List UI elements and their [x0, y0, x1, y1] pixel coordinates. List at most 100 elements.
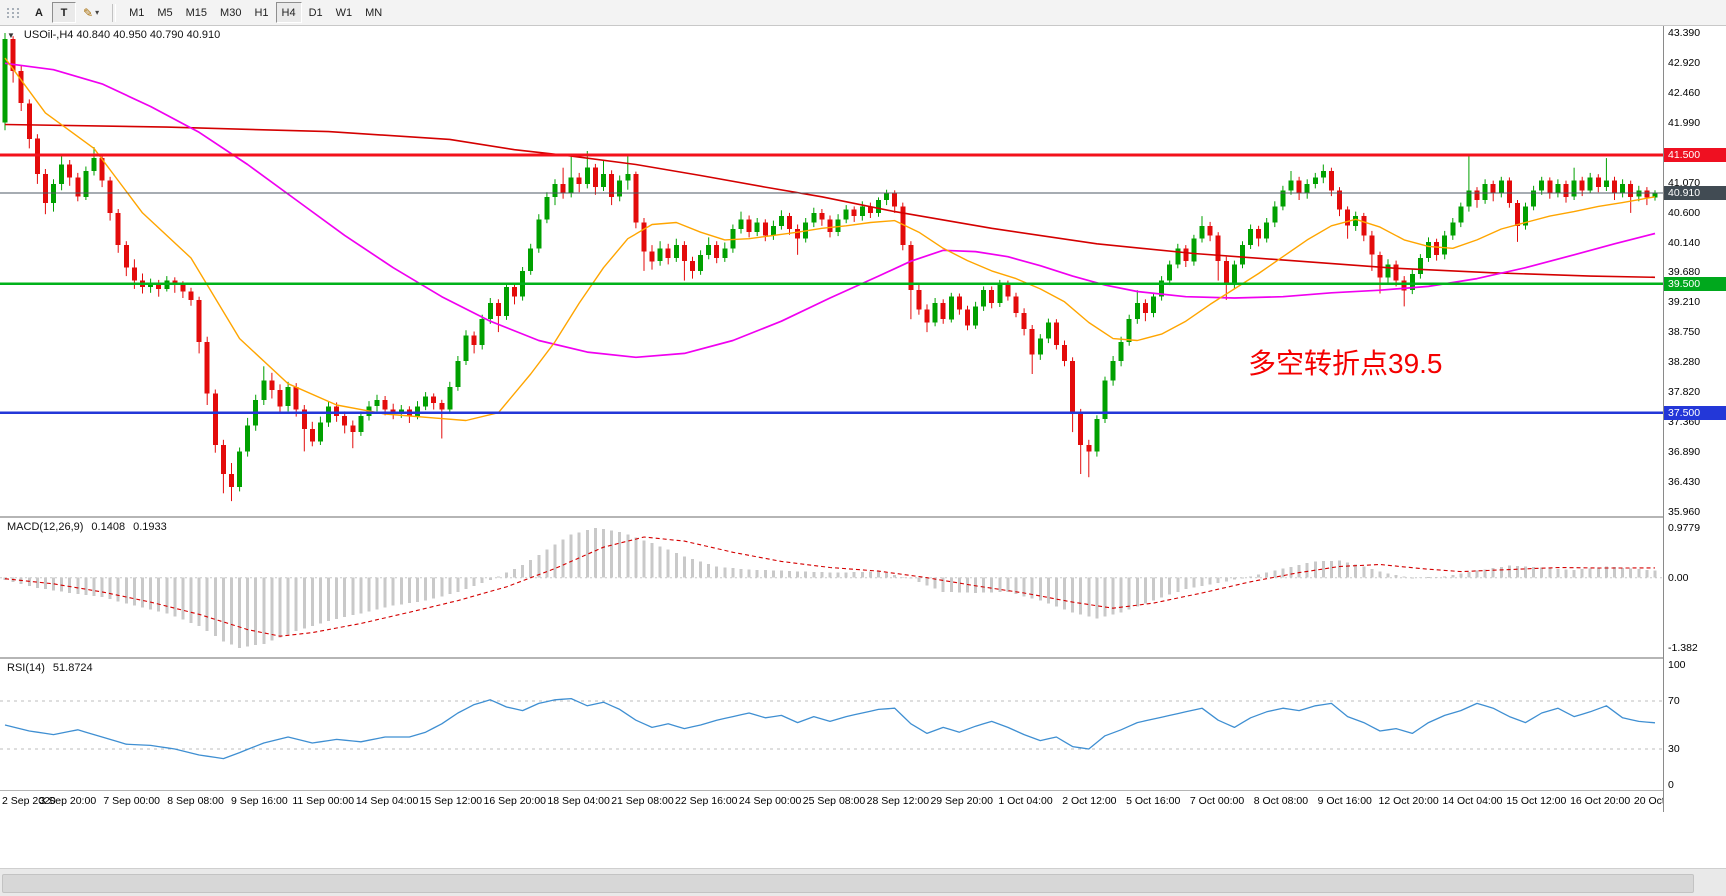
time-axis-label: 16 Sep 20:00: [483, 795, 547, 807]
timeframe-toolbar: M1 M5 M15 M30 H1 H4 D1 W1 MN: [123, 2, 388, 23]
time-axis-label: 16 Oct 20:00: [1570, 795, 1631, 807]
price-axis-label: 35.960: [1668, 506, 1701, 518]
timeframe-h1-button[interactable]: H1: [248, 2, 274, 23]
price-marker-41.500: 41.500: [1664, 147, 1726, 162]
time-axis-label: 2 Sep 2020: [2, 795, 56, 807]
timeframe-mn-button[interactable]: MN: [359, 2, 388, 23]
price-axis-label: 40.140: [1668, 236, 1701, 249]
price-axis-label: 36.890: [1668, 446, 1701, 459]
price-axis-label: 38.280: [1668, 356, 1701, 369]
text-tool-button[interactable]: T: [52, 2, 76, 23]
time-axis-label: 5 Oct 16:00: [1126, 795, 1181, 807]
panel-splitter-macd[interactable]: [0, 516, 1726, 518]
top-toolbar: A T ✎ ▾ M1 M5 M15 M30 H1 H4 D1 W1 MN: [0, 0, 1726, 26]
price-axis-label: 39.680: [1668, 266, 1701, 279]
rsi-axis-label: 100: [1668, 659, 1686, 671]
objects-tool-button[interactable]: ✎ ▾: [77, 2, 105, 23]
ma-slow-red-line: [4, 123, 1656, 279]
macd-canvas[interactable]: [0, 518, 1663, 657]
time-axis-label: 15 Sep 12:00: [419, 795, 483, 807]
rsi-line: [4, 697, 1656, 760]
price-marker-40.910: 40.910: [1664, 185, 1726, 200]
rsi-header: RSI(14) 51.8724: [7, 662, 93, 674]
time-axis-label: 14 Oct 04:00: [1442, 795, 1503, 807]
time-axis-label: 18 Sep 04:00: [547, 795, 610, 807]
font-a-tool-button[interactable]: A: [27, 2, 51, 23]
macd-value-signal: 0.1933: [133, 521, 167, 533]
price-axis-label: 37.820: [1668, 386, 1701, 399]
timeframe-d1-button[interactable]: D1: [303, 2, 329, 23]
macd-value-main: 0.1408: [91, 521, 126, 533]
price-chart-canvas[interactable]: [0, 26, 1663, 516]
macd-histogram-group: [3, 527, 1657, 648]
time-axis-label: 1 Oct 04:00: [998, 795, 1053, 807]
time-axis-label: 12 Oct 20:00: [1378, 795, 1439, 807]
rsi-axis-label: 0: [1668, 779, 1674, 791]
time-axis-label: 11 Sep 00:00: [292, 795, 355, 807]
price-marker-37.500: 37.500: [1664, 405, 1726, 420]
price-marker-39.500: 39.500: [1664, 276, 1726, 291]
price-axis-label: 36.430: [1668, 475, 1701, 488]
macd-panel[interactable]: MACD(12,26,9) 0.1408 0.1933: [0, 518, 1663, 657]
time-axis-label: 8 Oct 08:00: [1253, 795, 1309, 807]
macd-axis-label: 0.9779: [1668, 521, 1701, 534]
rsi-value: 51.8724: [52, 662, 93, 674]
horizontal-scrollbar[interactable]: [0, 868, 1726, 896]
timeframe-m1-button[interactable]: M1: [123, 2, 150, 23]
price-axis-label: 41.070: [1668, 176, 1701, 189]
time-axis-label: 9 Oct 16:00: [1317, 795, 1372, 807]
time-axis-label: 29 Sep 20:00: [930, 795, 993, 807]
timeframe-m5-button[interactable]: M5: [151, 2, 178, 23]
time-axis-label: 21 Sep 08:00: [611, 795, 674, 807]
scrollbar-thumb[interactable]: [2, 874, 1694, 893]
timeframe-h4-button[interactable]: H4: [275, 2, 302, 23]
time-axis-label: 22 Sep 16:00: [675, 795, 738, 807]
chart-ohlc-header: USOil-,H4 40.840 40.950 40.790 40.910: [23, 29, 221, 41]
timeframe-m30-button[interactable]: M30: [214, 2, 247, 23]
time-axis-label: 14 Sep 04:00: [355, 795, 419, 807]
time-axis-label: 15 Oct 12:00: [1506, 795, 1567, 807]
macd-signal-line: [4, 536, 1655, 637]
price-axis-label: 42.920: [1668, 57, 1701, 70]
rsi-axis-label: 30: [1668, 743, 1680, 755]
rsi-title: RSI(14): [7, 662, 45, 674]
chart-annotation-text: 多空转折点39.5: [1248, 348, 1443, 379]
rsi-canvas[interactable]: [0, 659, 1663, 790]
macd-axis-label: -1.382: [1668, 641, 1698, 654]
time-axis-label: 2 Oct 12:00: [1062, 795, 1117, 807]
timeframe-w1-button[interactable]: W1: [330, 2, 359, 23]
time-axis-label: 28 Sep 12:00: [866, 795, 930, 807]
price-axis-label: 39.210: [1668, 296, 1701, 309]
ma-mid-magenta-line: [4, 62, 1656, 359]
price-axis-label: 40.600: [1668, 206, 1701, 219]
time-axis[interactable]: 2 Sep 2020 3 Sep 20:00 7 Sep 00:00 8 Sep 08…: [0, 790, 1694, 812]
panel-splitter-rsi[interactable]: [0, 657, 1726, 659]
time-axis-label: 7 Sep 00:00: [103, 795, 161, 807]
timeframe-m15-button[interactable]: M15: [180, 2, 213, 23]
rsi-panel[interactable]: RSI(14) 51.8724: [0, 659, 1663, 790]
chart-header: ▼ USOil-,H4 40.840 40.950 40.790 40.910: [7, 29, 220, 41]
time-axis-label: 3 Sep 20:00: [39, 795, 97, 807]
macd-header: MACD(12,26,9) 0.1408 0.1933: [7, 521, 167, 533]
time-axis-label: 24 Sep 00:00: [738, 795, 802, 807]
time-axis-label: 8 Sep 08:00: [167, 795, 224, 807]
time-axis-label: 7 Oct 00:00: [1189, 795, 1245, 807]
toolbar-grip-icon[interactable]: [5, 5, 21, 21]
caret-down-icon: ▾: [95, 8, 100, 17]
time-axis-label: 9 Sep 16:00: [231, 795, 288, 807]
price-axis[interactable]: 43.39042.92042.46041.99041.53041.07040.6…: [1663, 26, 1726, 812]
price-axis-label: 43.390: [1668, 27, 1701, 39]
price-chart-panel[interactable]: ▼ USOil-,H4 40.840 40.950 40.790 40.910 …: [0, 26, 1663, 516]
price-axis-label: 41.990: [1668, 117, 1701, 130]
time-axis-label: 25 Sep 08:00: [802, 795, 866, 807]
price-axis-label: 38.750: [1668, 326, 1701, 339]
ma-fast-orange-line: [4, 57, 1656, 422]
rsi-axis-label: 70: [1668, 695, 1680, 707]
toolbar-separator: [112, 3, 117, 22]
candles-group: [2, 33, 1658, 502]
collapse-chart-icon[interactable]: ▼: [7, 30, 15, 40]
price-axis-label: 42.460: [1668, 86, 1701, 99]
pencil-icon: ✎: [83, 5, 94, 20]
macd-title: MACD(12,26,9): [7, 521, 84, 533]
